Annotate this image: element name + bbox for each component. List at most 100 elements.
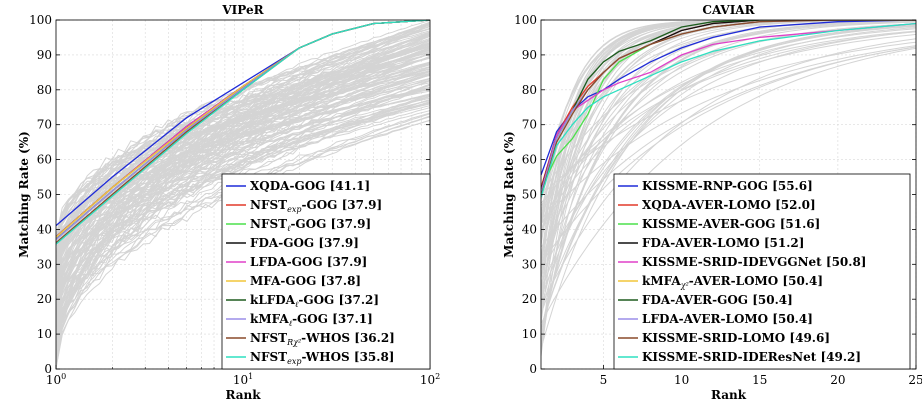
x-tick-exponent: 1 [248,372,253,381]
x-axis: 5 10 15 20 25 [600,365,922,387]
y-tick-label: 20 [522,292,537,306]
series-lines [56,20,430,245]
background-curve [56,107,430,320]
background-curve [56,56,430,358]
chart-panel-caviar: 0 10 20 30 40 50 60 70 80 90 100 5 10 15 20 25 CAVIAR Ran… [502,3,922,402]
legend-entry: LFDA-GOG [37.9] [250,255,367,269]
background-curve [56,83,430,363]
background-curve [56,103,430,288]
y-tick-label: 0 [44,362,52,376]
background-curve [541,20,916,336]
series-line-9 [56,20,430,245]
legend-box [221,173,431,370]
x-tick-label: 101 [233,372,253,387]
legend-entry: FDA-AVER-LOMO [51.2] [642,236,804,250]
legend-entry: kMFAχ²-AVER-LOMO [50.4] [642,274,823,290]
background-curve [541,20,916,192]
y-axis: 0 10 20 30 40 50 60 70 80 90 100 [514,13,916,376]
y-tick-label: 70 [522,118,537,132]
series-line-9 [541,22,916,198]
y-tick-label: 80 [522,83,537,97]
y-tick-label: 90 [37,48,52,62]
background-curve [56,70,430,240]
background-curve [541,30,916,206]
background-curve [56,53,430,328]
background-curve [56,101,430,356]
x-tick-label: 102 [420,372,440,387]
legend-entry: KISSME-SRID-IDEResNet [49.2] [642,350,861,364]
y-tick-label: 100 [514,13,537,27]
background-curve [56,74,430,312]
background-curve [541,47,916,324]
y-tick-label: 10 [37,327,52,341]
background-curve [56,35,430,311]
y-tick-label: 40 [37,222,52,236]
background-curve [541,31,916,275]
background-curve [56,33,430,349]
chart-title: VIPeR [221,3,264,17]
legend-entry: NFSTRχ²-WHOS [36.2] [250,331,395,347]
series-line-8 [541,20,916,197]
x-tick-exponent: 0 [61,372,66,381]
background-curve [56,32,430,330]
background-curve [541,27,916,314]
background-curve [541,31,916,225]
y-tick-label: 10 [522,327,537,341]
legend-entry: XQDA-GOG [41.1] [250,179,370,193]
legend-entry: KISSME-RNP-GOG [55.6] [642,179,813,193]
legend-entry: LFDA-AVER-LOMO [50.4] [642,312,813,326]
legend: XQDA-GOG [41.1] NFSTexp-GOG [37.9] NFSTℓ-G… [221,173,431,370]
legend-entry: kMFAℓ-GOG [37.1] [250,312,373,328]
legend-entry: KISSME-AVER-GOG [51.6] [642,217,820,231]
legend-entry: NFSTexp-GOG [37.9] [250,198,382,214]
y-tick-label: 50 [37,188,52,202]
y-tick-label: 70 [37,118,52,132]
background-curve [541,23,916,266]
background-curves [56,20,430,369]
legend-box [613,173,911,370]
y-tick-label: 100 [29,13,52,27]
background-curve [56,43,430,308]
x-tick-label: 10 [674,373,689,387]
y-tick-label: 20 [37,292,52,306]
y-tick-label: 60 [37,153,52,167]
x-axis-title: Rank [225,388,261,402]
y-tick-label: 0 [529,362,537,376]
background-curve [541,38,916,307]
x-tick-exponent: 2 [435,372,440,381]
y-tick-label: 40 [522,222,537,236]
legend-entry: kLFDAℓ-GOG [37.2] [250,293,379,309]
y-tick-label: 90 [522,48,537,62]
legend-entry: KISSME-SRID-IDEVGGNet [50.8] [642,255,866,269]
legend-entry: FDA-AVER-GOG [50.4] [642,293,793,307]
background-curve [541,41,916,196]
y-tick-label: 80 [37,83,52,97]
background-curve [56,26,430,254]
legend-entry: MFA-GOG [37.8] [250,274,361,288]
chart-title: CAVIAR [702,3,755,17]
x-tick-label: 25 [908,373,922,387]
background-curve [541,21,916,314]
x-tick-label: 100 [46,372,66,387]
y-axis-title: Matching Rate (%) [17,131,31,258]
series-lines [541,20,916,198]
legend-entry: NFSTexp-WHOS [35.8] [250,350,395,366]
legend-entry: NFSTℓ-GOG [37.9] [250,217,371,233]
background-curve [56,97,430,280]
background-curve [56,66,430,361]
background-curve [56,110,430,311]
background-curve [56,34,430,363]
legend: KISSME-RNP-GOG [55.6] XQDA-AVER-LOMO [52.… [613,173,911,370]
y-tick-label: 30 [522,257,537,271]
y-tick-label: 30 [37,257,52,271]
y-axis: 0 10 20 30 40 50 60 70 80 90 100 [29,13,430,376]
background-curve [541,24,916,328]
y-axis-title: Matching Rate (%) [502,131,516,258]
background-curve [56,47,430,367]
background-curve [541,25,916,299]
x-tick-label: 15 [752,373,767,387]
x-tick-label: 20 [830,373,845,387]
